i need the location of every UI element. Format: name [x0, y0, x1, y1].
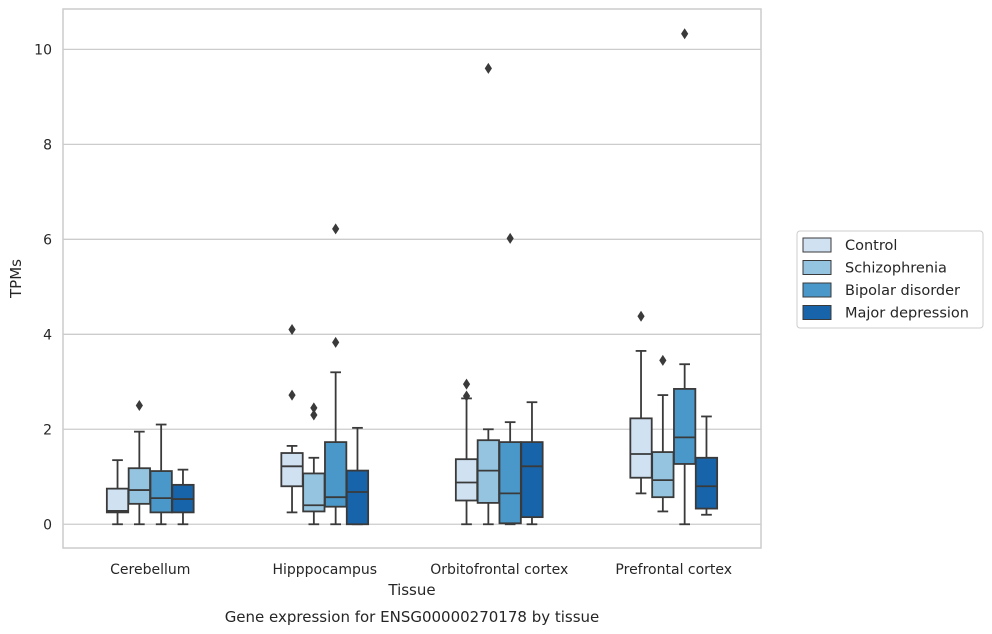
outlier-point	[637, 310, 645, 322]
legend-swatch	[802, 237, 832, 253]
outlier-point	[681, 28, 689, 40]
outlier-point	[506, 232, 514, 244]
box-hipppocampus-bipolar-disorder	[324, 223, 348, 526]
box-orbitofrontal-cortex-bipolar-disorder	[498, 232, 522, 526]
iqr-box	[476, 439, 500, 504]
box-prefrontal-cortex-major-depression	[694, 415, 719, 516]
box-hipppocampus-control	[280, 324, 304, 514]
x-tick-label: Hipppocampus	[272, 562, 377, 578]
legend-swatch	[802, 260, 832, 275]
outlier-point	[462, 378, 471, 390]
y-tick-label: 8	[43, 137, 52, 153]
outlier-point	[288, 389, 296, 401]
legend: Control Schizophrenia Bipolar disorder Majo…	[796, 230, 984, 329]
legend-item-control: Control	[802, 237, 897, 254]
iqr-box	[454, 458, 479, 502]
outlier-point	[332, 223, 340, 235]
outlier-point	[310, 409, 318, 421]
box-orbitofrontal-cortex-major-depression	[520, 401, 544, 526]
box-prefrontal-cortex-schizophrenia	[651, 354, 675, 513]
legend-swatch	[802, 282, 832, 298]
box-cerebellum-control	[105, 459, 130, 526]
outlier-point	[332, 336, 340, 348]
x-tick-labels: Cerebellum Hipppocampus Orbitofrontal cort…	[110, 562, 732, 578]
legend-swatch	[802, 305, 832, 320]
outlier-point	[659, 354, 667, 366]
box-prefrontal-cortex-control	[629, 310, 653, 495]
legend-item-bipolar-disorder: Bipolar disorder	[802, 282, 960, 299]
outlier-point	[288, 324, 296, 336]
iqr-box	[651, 451, 675, 499]
y-tick-labels: 0 2 4 6 8 10	[34, 42, 52, 533]
box-hipppocampus-major-depression	[345, 426, 370, 526]
iqr-box	[498, 441, 522, 525]
legend-item-major-depression: Major depression	[802, 305, 969, 322]
legend-label: Major depression	[845, 306, 969, 322]
chart-caption: Gene expression for ENSG00000270178 by t…	[225, 608, 600, 626]
outlier-point	[135, 400, 143, 412]
y-tick-label: 4	[43, 327, 52, 343]
x-tick-label: Orbitofrontal cortex	[430, 562, 568, 578]
y-tick-label: 0	[43, 517, 52, 533]
iqr-box	[629, 417, 653, 479]
y-tick-label: 6	[43, 232, 52, 248]
y-tick-label: 10	[34, 42, 52, 58]
y-axis-title: TPMs	[7, 259, 25, 299]
iqr-box	[105, 487, 130, 514]
legend-label: Bipolar disorder	[845, 283, 960, 299]
box-hipppocampus-schizophrenia	[302, 402, 326, 526]
iqr-box	[694, 456, 719, 510]
box-orbitofrontal-cortex-schizophrenia	[476, 62, 500, 526]
x-axis-title: Tissue	[387, 581, 435, 599]
outlier-point	[310, 402, 318, 414]
box-cerebellum-bipolar-disorder	[149, 423, 173, 526]
box-groups	[105, 28, 719, 526]
box-prefrontal-cortex-bipolar-disorder	[673, 28, 697, 526]
y-tick-label: 2	[43, 422, 52, 438]
iqr-box	[520, 441, 544, 519]
iqr-box	[345, 469, 370, 526]
legend-label: Schizophrenia	[845, 261, 947, 277]
iqr-box	[127, 467, 151, 505]
x-tick-label: Cerebellum	[110, 562, 190, 578]
legend-item-schizophrenia: Schizophrenia	[802, 260, 947, 277]
iqr-box	[149, 470, 173, 514]
box-cerebellum-major-depression	[171, 468, 195, 526]
iqr-box	[673, 388, 697, 465]
outlier-point	[462, 390, 471, 402]
grid-lines	[63, 48, 761, 525]
outlier-point	[484, 62, 492, 74]
plot-frame	[62, 8, 762, 549]
legend-frame	[796, 230, 984, 329]
box-orbitofrontal-cortex-control	[454, 378, 479, 526]
box-cerebellum-schizophrenia	[127, 400, 151, 526]
x-tick-label: Prefrontal cortex	[615, 562, 732, 578]
iqr-box	[280, 452, 304, 488]
legend-label: Control	[845, 238, 897, 254]
